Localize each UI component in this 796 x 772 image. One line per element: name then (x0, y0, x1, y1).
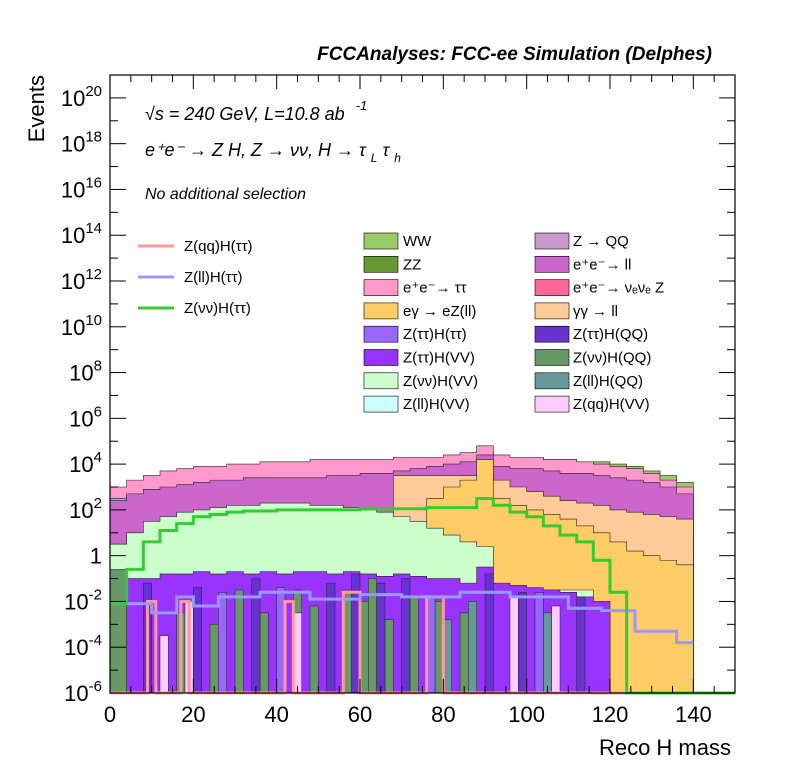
legend-swatch-2-z-ll-h-qq (534, 372, 570, 390)
legend-swatch-e-ez-ll (363, 302, 399, 320)
x-axis-label: Reco H mass (599, 735, 731, 760)
legend-swatch-2-ll (534, 302, 570, 320)
spike-z-h-qq-9 (576, 596, 586, 694)
y-tick-label-11: 10-2 (64, 586, 102, 614)
spike-z-h-qq-6 (309, 605, 319, 694)
spike-z-h-qq-10 (384, 619, 394, 694)
y-tick-label-8: 104 (69, 449, 102, 477)
legend-swatch-2-z-h-qq (534, 349, 570, 366)
chart-title: FCCAnalyses: FCC-ee Simulation (Delphes) (317, 44, 712, 65)
legend-label-z-ll-h-vv: Z(ll)H(VV) (403, 396, 470, 413)
y-tick-label-7: 106 (69, 403, 102, 431)
x-tick-label-20: 20 (181, 702, 205, 727)
spike-z-h-qq-13 (459, 612, 469, 694)
legend-swatch-z-h-vv (363, 372, 399, 390)
legend: Z(qq)H(ττ) Z(ll)H(ττ) Z(νν)H(ττ) WW ZZ e⁺e⁻→ … (138, 232, 664, 413)
legend-label-2-z-h-qq: Z(νν)H(QQ) (573, 350, 651, 367)
legend-swatch-z-h (363, 325, 399, 343)
spike-z-qq-h-vv-4 (551, 605, 561, 694)
legend-label-z-ll-h: Z(ll)H(ττ) (184, 269, 243, 286)
legend-label-2-z-qq-h-vv: Z(qq)H(VV) (573, 396, 650, 413)
legend-label-z-h: Z(ττ)H(ττ) (403, 326, 467, 343)
x-tick-label-120: 120 (592, 702, 629, 727)
legend-label-2-z-h-qq: Z(ττ)H(QQ) (573, 326, 648, 343)
y-tick-label-12: 10-4 (64, 632, 102, 660)
spike-z-qq-h-vv-0 (159, 635, 169, 694)
annotation-process: e⁺e⁻ → Z H, Z → νν, H → τ L τ h (145, 140, 401, 166)
legend-label-e-ez-ll: eγ → eZ(ll) (403, 303, 476, 320)
spike-z-h-qq-11 (409, 596, 419, 694)
legend-swatch-2-z-h-qq (534, 325, 570, 343)
legend-swatch-z-ll-h-vv (363, 395, 399, 413)
plot-area (109, 74, 736, 695)
annotation-selection: No additional selection (145, 186, 306, 203)
legend-label-e-e: e⁺e⁻→ ττ (403, 280, 467, 297)
legend-label-2-e-e-z: e⁺e⁻→ νₑνₑ Z (573, 280, 664, 297)
annotation-block: √s = 240 GeV, L=10.8 ab -1 e⁺e⁻ → Z H, Z… (145, 98, 401, 203)
legend-label-2-e-e-ll: e⁺e⁻→ ll (573, 256, 631, 273)
spike-z-h-qq-8 (518, 592, 527, 694)
x-tick-label-60: 60 (348, 702, 372, 727)
annotation-sqrt-s-text: √s = 240 GeV, L=10.8 ab (145, 104, 345, 124)
legend-swatch-ww (363, 232, 399, 250)
legend-swatch-e-e (363, 279, 399, 296)
y-tick-label-3: 1014 (61, 220, 102, 248)
annotation-process-sub-h: h (394, 151, 401, 165)
y-tick-label-6: 108 (69, 358, 102, 386)
y-tick-label-5: 1010 (61, 312, 102, 340)
legend-label-z-h: Z(νν)H(ττ) (184, 300, 251, 317)
annotation-sqrt-s: √s = 240 GeV, L=10.8 ab -1 (145, 98, 367, 124)
spike-z-h-qq-0 (109, 569, 127, 694)
annotation-process-text: e⁺e⁻ → Z H, Z → νν, H → τ (145, 140, 367, 160)
spike-z-h-qq-3 (234, 589, 244, 694)
y-tick-label-10: 1 (90, 544, 102, 569)
y-tick-label-4: 1012 (61, 266, 102, 294)
spike-z-h-qq-4 (259, 612, 269, 694)
y-tick-labels: 1020 1018 1016 1014 1012 1010 108 106 104 102 1 10-… (61, 83, 102, 706)
legend-swatch-z-h-vv (363, 349, 399, 366)
legend-swatch-zz (363, 255, 399, 273)
spike-z-h-qq-2 (209, 624, 219, 694)
x-tick-label-140: 140 (675, 702, 712, 727)
y-tick-label-1: 1018 (61, 129, 102, 157)
legend-swatch-2-e-e-z (534, 279, 570, 296)
x-tick-label-40: 40 (264, 702, 288, 727)
legend-label-ww: WW (403, 233, 432, 250)
x-tick-label-0: 0 (104, 702, 116, 727)
y-axis-label: Events (24, 75, 49, 142)
y-tick-label-0: 1020 (61, 83, 102, 111)
spike-z-h-3 (534, 592, 544, 694)
legend-label-2-z-qq: Z → QQ (573, 233, 629, 250)
overlay-lines (110, 496, 735, 695)
legend-swatch-2-z-qq-h-vv (534, 395, 570, 413)
annotation-sqrt-s-exponent: -1 (356, 98, 368, 113)
spike-z-ll-h-qq-2 (543, 612, 552, 694)
legend-label-zz: ZZ (403, 256, 421, 273)
overlay-z-ll-h (110, 590, 694, 645)
annotation-process-tau2: τ (382, 140, 390, 160)
legend-label-z-h-vv: Z(ττ)H(VV) (403, 350, 475, 367)
legend-swatch-2-e-e-ll (534, 255, 570, 273)
legend-label-2-ll: γγ → ll (573, 303, 618, 320)
legend-label-z-qq-h: Z(qq)H(ττ) (184, 238, 253, 255)
y-tick-label-13: 10-6 (64, 678, 102, 706)
x-tick-label-100: 100 (508, 702, 545, 727)
spike-z-h-qq-5 (376, 582, 386, 694)
legend-label-2-z-ll-h-qq: Z(ll)H(QQ) (573, 373, 643, 390)
annotation-process-sub-l: L (371, 151, 378, 165)
x-tick-labels: 0 20 40 60 80 100 120 140 (104, 702, 712, 727)
legend-label-z-h-vv: Z(νν)H(VV) (403, 373, 478, 390)
axis-ticks (109, 74, 736, 694)
y-tick-label-9: 102 (69, 495, 102, 523)
y-tick-label-2: 1016 (61, 174, 102, 202)
x-tick-label-80: 80 (431, 702, 455, 727)
spike-z-ll-h-qq-1 (468, 601, 477, 694)
legend-swatch-2-z-qq (534, 232, 570, 250)
overlay-z-qq-h (110, 590, 735, 695)
spike-z-qq-h-vv-3 (509, 596, 519, 694)
overlay-z-h (110, 496, 735, 695)
